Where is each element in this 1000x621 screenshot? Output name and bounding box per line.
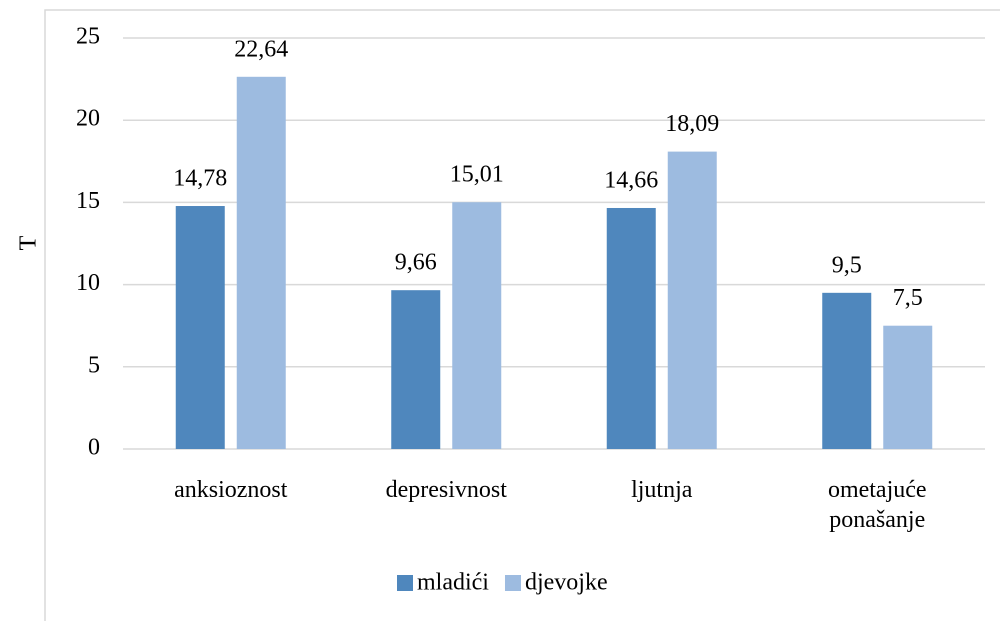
bar	[606, 207, 656, 449]
y-tick-label: 25	[76, 24, 100, 50]
bar	[236, 76, 286, 449]
bar	[883, 325, 933, 449]
y-tick-label: 5	[88, 352, 100, 378]
x-tick-label: ometajuće ponašanje	[827, 477, 927, 533]
x-tick-label: anksioznost	[174, 477, 288, 503]
legend-label: djevojke	[525, 570, 608, 596]
data-label: 18,09	[665, 111, 719, 137]
bar	[452, 202, 502, 449]
y-tick-label: 0	[88, 435, 100, 461]
legend-label: mladići	[417, 570, 489, 596]
data-label: 14,78	[173, 166, 227, 192]
data-label: 7,5	[893, 285, 923, 311]
bar	[822, 292, 872, 449]
chart-border	[44, 9, 1000, 621]
data-label: 15,01	[450, 162, 504, 188]
bar	[667, 151, 717, 449]
x-tick-label: depresivnost	[385, 477, 507, 503]
y-tick-label: 10	[76, 270, 100, 296]
data-label: 22,64	[234, 36, 288, 62]
data-label: 9,66	[395, 250, 437, 276]
legend-swatch	[397, 575, 413, 591]
data-label: 9,5	[832, 252, 862, 278]
x-tick-label: ljutnja	[631, 477, 693, 503]
bar	[175, 206, 225, 449]
y-axis-label: T	[16, 235, 42, 250]
y-tick-label: 20	[76, 106, 100, 132]
legend-swatch	[504, 575, 521, 591]
bar	[391, 290, 441, 449]
data-label: 14,66	[604, 167, 658, 193]
y-tick-label: 15	[76, 188, 100, 214]
